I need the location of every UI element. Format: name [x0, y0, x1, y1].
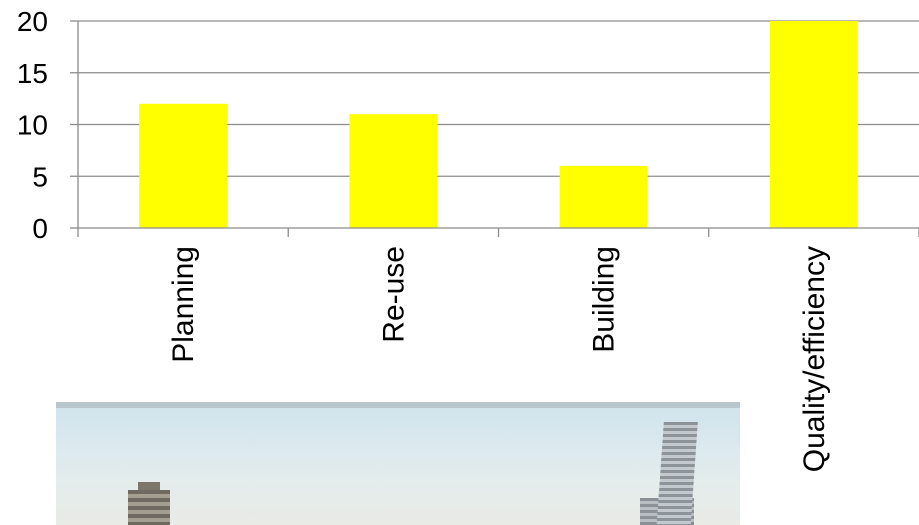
y-tick-label: 0	[32, 213, 48, 244]
photo-top-border	[56, 402, 740, 408]
x-axis-category-labels: Planning Re-use Building Quality/efficiency	[167, 246, 831, 472]
x-category-label: Re-use	[377, 246, 410, 343]
left-building	[128, 490, 170, 525]
y-axis-tick-labels: 0 5 10 15 20	[17, 6, 48, 244]
bar-quality-efficiency	[769, 21, 858, 228]
x-axis	[77, 21, 919, 237]
y-tick-label: 5	[32, 161, 48, 192]
right-tower	[656, 422, 698, 525]
x-category-label: Quality/efficiency	[798, 246, 831, 472]
bar-re-use	[349, 114, 438, 228]
bars	[139, 21, 858, 228]
city-skyline-image	[56, 402, 740, 525]
x-category-label: Planning	[167, 246, 200, 363]
y-tick-label: 10	[17, 110, 48, 141]
left-building-top	[138, 482, 160, 492]
x-category-label: Building	[588, 246, 621, 353]
bar-planning	[139, 103, 228, 228]
y-tick-label: 15	[17, 58, 48, 89]
bar-building	[559, 165, 648, 228]
y-tick-label: 20	[17, 6, 48, 37]
